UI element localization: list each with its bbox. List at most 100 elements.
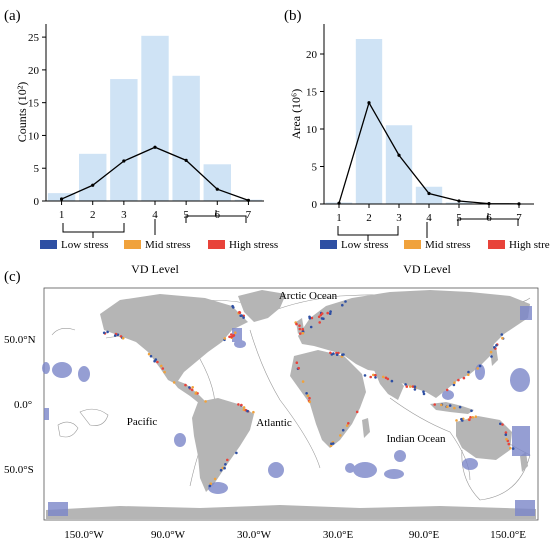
chart-a-bar — [172, 75, 200, 201]
panel-label-a: (a) — [4, 8, 21, 24]
land-masses — [46, 290, 536, 519]
chart-a-ytick-label: 15 — [28, 98, 40, 110]
stress-dot — [505, 437, 508, 441]
stress-dot — [501, 336, 504, 340]
stress-dot — [331, 442, 335, 445]
chart-b-bracket-high — [457, 213, 519, 226]
stress-dot — [344, 300, 347, 303]
chart-b-xlabel: VD Level — [403, 262, 451, 276]
chart-b-trend-point — [457, 199, 461, 203]
stress-dot — [121, 336, 125, 340]
panel-label-c: (c) — [4, 269, 21, 285]
stress-dot — [341, 428, 345, 432]
map-lon-90e: 90.0°E — [409, 529, 440, 541]
stress-dot — [228, 335, 231, 339]
stress-dot — [295, 361, 299, 365]
stress-dot — [468, 418, 471, 422]
stress-dot — [457, 378, 460, 382]
stress-dot — [242, 406, 246, 409]
stress-dot — [409, 385, 412, 388]
stress-dot — [309, 325, 313, 329]
stress-dot — [188, 386, 191, 389]
stress-dot — [223, 466, 226, 470]
stress-dot — [298, 327, 302, 331]
chart-a-xtick-label: 4 — [152, 209, 158, 221]
stress-dot — [299, 332, 302, 335]
stress-dot — [501, 423, 504, 426]
stress-dot — [308, 315, 311, 319]
stress-dot — [208, 484, 212, 488]
chart-b-xtick-label: 5 — [456, 212, 462, 224]
chart-b-xtick-label: 2 — [366, 212, 372, 224]
stress-dot — [499, 422, 502, 426]
chart-b-xtick-label: 7 — [516, 212, 522, 224]
chart-b-xtick-label: 6 — [486, 212, 492, 224]
stress-dot — [413, 385, 417, 389]
map-lon-150e: 150.0°E — [490, 529, 526, 541]
stress-dot — [219, 468, 223, 472]
chart-b-trend-point — [337, 201, 341, 205]
stress-dot — [458, 405, 462, 409]
stress-dot — [329, 444, 333, 448]
stress-dot — [239, 314, 242, 318]
chart-b-legend-swatch — [404, 240, 421, 249]
stress-dot — [422, 390, 425, 394]
stress-dot — [345, 424, 349, 427]
chart-a-trend-point — [184, 158, 188, 162]
chart-b-trend-point — [517, 202, 521, 206]
stress-dot — [234, 331, 237, 335]
map-lon-150w: 150.0°W — [64, 529, 104, 541]
chart-a-bar — [47, 193, 76, 201]
stress-dot — [329, 310, 332, 313]
stress-dot — [209, 482, 213, 486]
chart-b-legend-swatch — [320, 240, 337, 249]
map-lat-50s: 50.0°S — [4, 464, 34, 476]
stress-dot — [301, 380, 305, 383]
land-africa — [290, 350, 366, 448]
stress-dot — [478, 364, 482, 368]
land-madagascar — [362, 418, 370, 438]
stress-dot — [381, 375, 385, 379]
land-australia — [456, 416, 512, 460]
stress-dot — [172, 381, 176, 384]
stress-dot — [240, 403, 243, 407]
chart-a-xtick-label: 5 — [183, 209, 189, 221]
chart-b-bar — [445, 202, 473, 204]
chart-a-bracket-low — [62, 223, 125, 238]
chart-a-xtick-label: 3 — [121, 209, 127, 221]
chart-b-xtick-label: 3 — [396, 212, 402, 224]
chart-a-xtick-label: 7 — [246, 209, 252, 221]
stress-dot — [160, 364, 163, 368]
chart-a-trend-point — [91, 183, 95, 187]
stress-dot — [509, 446, 512, 450]
chart-a-trend-point — [246, 198, 251, 202]
stress-dot — [230, 333, 233, 336]
chart-a-xtick-label: 2 — [90, 209, 96, 221]
chart-a-ytick-label: 20 — [28, 65, 40, 77]
chart-a-legend-label: High stress — [229, 239, 278, 251]
stress-dot — [335, 353, 339, 357]
stress-dot — [297, 366, 301, 370]
stress-dot — [184, 383, 187, 387]
ocean-label-pacific: Pacific — [127, 416, 158, 428]
stress-dot — [342, 353, 345, 356]
stress-dot — [347, 422, 350, 425]
land-eurasia — [298, 290, 530, 398]
stress-dot — [242, 408, 246, 412]
ocean-label-indian: Indian Ocean — [387, 433, 446, 445]
stress-dot — [295, 322, 298, 326]
stress-dot — [224, 463, 227, 466]
chart-b-xtick-label: 1 — [336, 212, 342, 224]
stress-dot — [191, 386, 194, 389]
chart-b-xtick-label: 4 — [426, 212, 432, 224]
chart-a-ytick-label: 0 — [34, 196, 40, 208]
stress-dot — [476, 367, 480, 370]
panel-label-b: (b) — [284, 8, 302, 24]
chart-a-xtick-label: 6 — [215, 209, 221, 221]
chart-b-ytick-label: 15 — [306, 87, 318, 99]
stress-dot — [310, 316, 314, 320]
stress-dot — [163, 370, 166, 374]
stress-dot — [470, 409, 473, 413]
chart-a-xlabel: VD Level — [131, 262, 179, 276]
